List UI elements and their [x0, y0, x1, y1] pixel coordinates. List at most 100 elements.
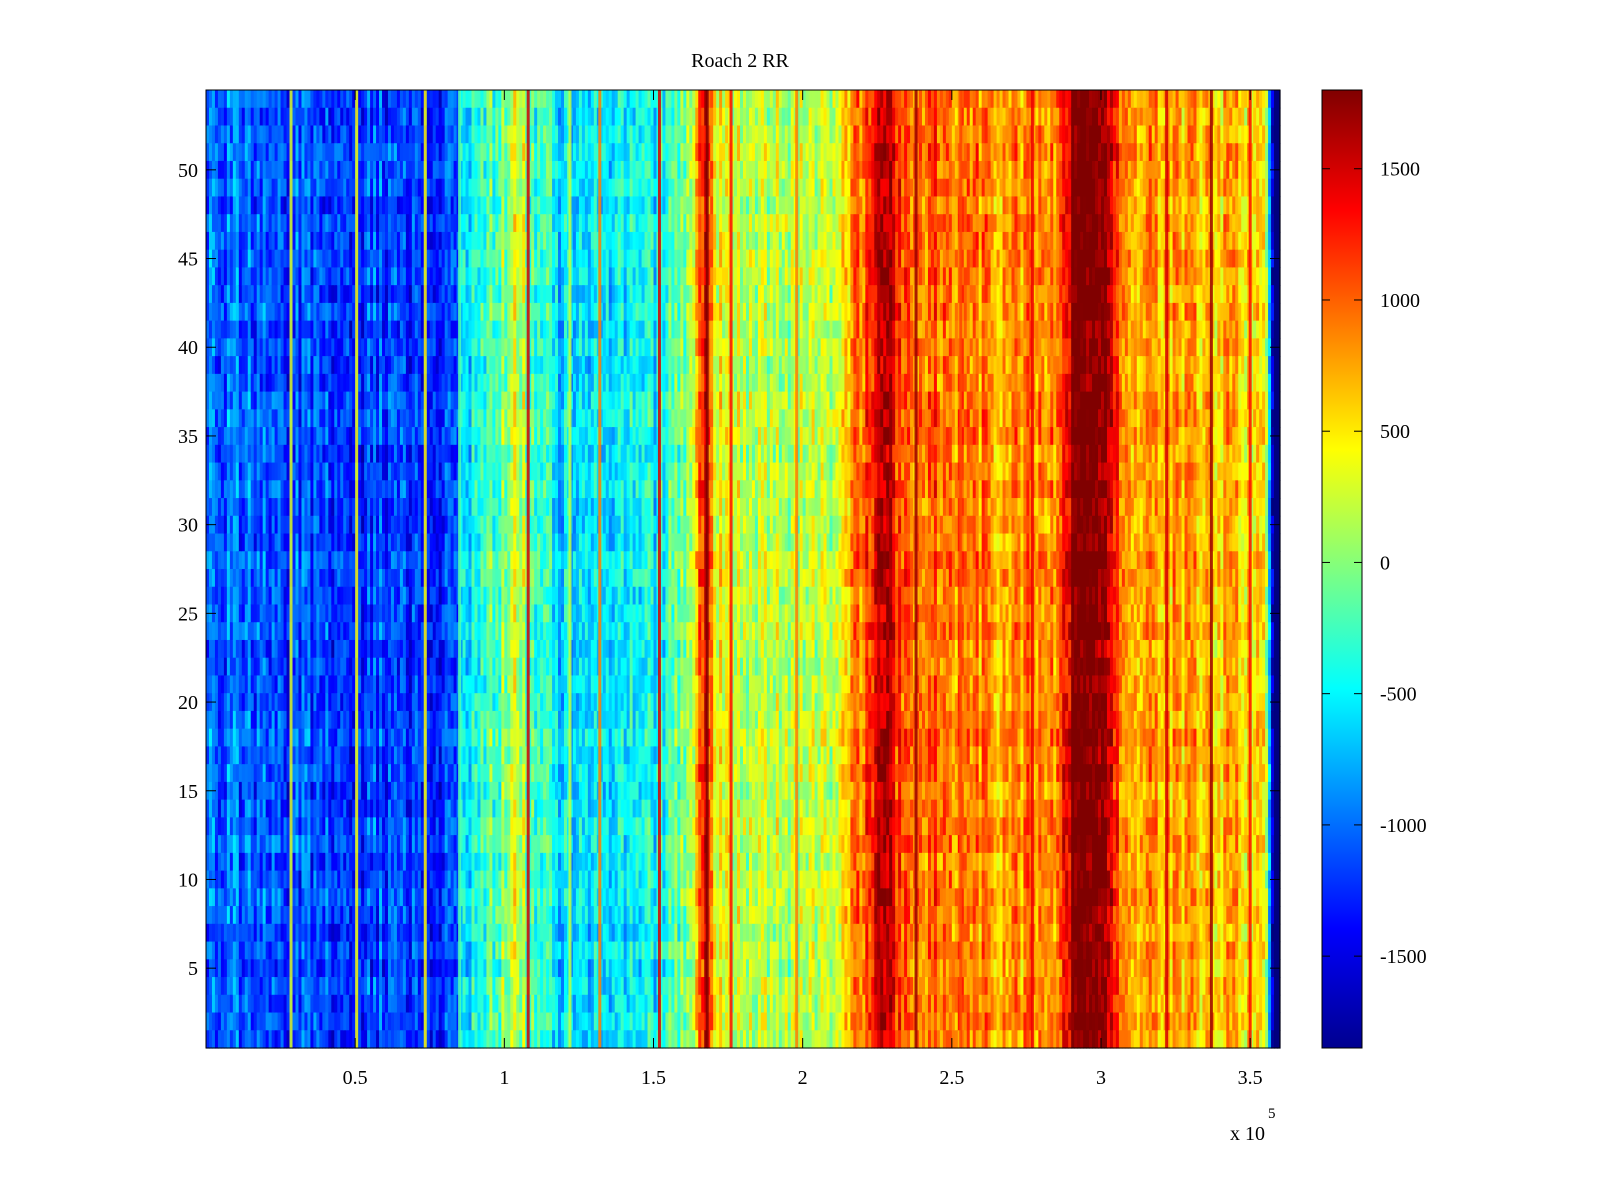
heatmap-cell	[328, 267, 332, 286]
heatmap-cell	[313, 639, 317, 659]
heatmap-cell	[277, 657, 282, 677]
heatmap-cell	[256, 160, 261, 180]
heatmap-cell	[331, 178, 335, 198]
heatmap-cell	[235, 231, 240, 251]
heatmap-cell	[250, 90, 255, 109]
heatmap-cell	[328, 356, 332, 375]
heatmap-cell	[253, 444, 258, 464]
heatmap-cell	[250, 604, 255, 623]
heatmap-cell	[262, 710, 267, 730]
heatmap-cell	[280, 373, 285, 393]
heatmap-cell	[277, 320, 282, 339]
heatmap-cell	[334, 551, 338, 570]
heatmap-cell	[298, 569, 303, 588]
heatmap-cell	[274, 160, 279, 180]
heatmap-cell	[220, 338, 225, 357]
heatmap-cell	[322, 214, 326, 233]
heatmap-cell	[274, 657, 279, 677]
heatmap-cell	[325, 338, 329, 357]
heatmap-cell	[256, 214, 261, 233]
heatmap-cell	[295, 285, 300, 304]
heatmap-cell	[319, 764, 323, 783]
heatmap-cell	[325, 799, 329, 818]
heatmap-cell	[241, 125, 246, 144]
heatmap-cell	[277, 90, 282, 109]
heatmap-cell	[277, 249, 282, 269]
heatmap-cell	[226, 391, 231, 410]
heatmap-cell	[331, 941, 335, 960]
heatmap-cell	[229, 373, 234, 393]
heatmap-cell	[268, 125, 273, 144]
heatmap-cell	[211, 107, 216, 127]
heatmap-cell	[262, 196, 267, 215]
heatmap-cell	[301, 622, 306, 641]
heatmap-cell	[271, 498, 276, 517]
heatmap-cell	[241, 285, 246, 304]
heatmap-cell	[334, 835, 338, 854]
heatmap-cell	[217, 125, 222, 144]
heatmap-cell	[307, 214, 312, 233]
heatmap-cell	[283, 622, 288, 641]
heatmap-cell	[238, 533, 243, 552]
heatmap-cell	[304, 551, 309, 570]
heatmap-cell	[259, 462, 264, 481]
heatmap-cell	[274, 320, 279, 339]
heatmap-cell	[283, 444, 288, 464]
heatmap-cell	[313, 231, 317, 251]
heatmap-cell	[310, 923, 314, 943]
heatmap-cell	[280, 622, 285, 641]
heatmap-cell	[232, 391, 237, 410]
heatmap-cell	[220, 764, 225, 783]
heatmap-cell	[214, 231, 219, 251]
heatmap-cell	[301, 107, 306, 127]
heatmap-cell	[277, 267, 282, 286]
heatmap-cell	[310, 125, 314, 144]
heatmap-cell	[313, 604, 317, 623]
heatmap-cell	[262, 249, 267, 269]
heatmap-cell	[325, 267, 329, 286]
heatmap-cell	[226, 781, 231, 801]
heatmap-cell	[295, 160, 300, 180]
heatmap-cell	[313, 764, 317, 783]
heatmap-cell	[208, 444, 213, 464]
heatmap-cell	[226, 498, 231, 517]
heatmap-cell	[274, 693, 279, 712]
heatmap-cell	[214, 746, 219, 765]
heatmap-cell	[265, 462, 270, 481]
heatmap-cell	[253, 249, 258, 269]
heatmap-cell	[238, 657, 243, 677]
heatmap-cell	[265, 728, 270, 748]
heatmap-cell	[298, 746, 303, 765]
heatmap-cell	[256, 728, 261, 748]
heatmap-cell	[319, 178, 323, 198]
heatmap-cell	[244, 462, 249, 481]
heatmap-cell	[268, 728, 273, 748]
heatmap-cell	[217, 817, 222, 836]
heatmap-cell	[283, 764, 288, 783]
heatmap-cell	[262, 462, 267, 481]
heatmap-cell	[244, 835, 249, 854]
heatmap-cell	[304, 852, 309, 872]
heatmap-cell	[313, 1030, 317, 1049]
heatmap-cell	[259, 764, 264, 783]
heatmap-cell	[226, 604, 231, 623]
heatmap-cell	[274, 125, 279, 144]
heatmap-cell	[244, 231, 249, 251]
heatmap-cell	[310, 391, 314, 410]
heatmap-cell	[250, 107, 255, 127]
heatmap-cell	[262, 515, 267, 535]
heatmap-cell	[301, 1030, 306, 1049]
heatmap-cell	[283, 90, 288, 109]
heatmap-cell	[298, 444, 303, 464]
heatmap-cell	[232, 498, 237, 517]
heatmap-cell	[292, 657, 297, 677]
heatmap-cell	[295, 977, 300, 996]
heatmap-cell	[217, 888, 222, 907]
heatmap-cell	[325, 835, 329, 854]
heatmap-cell	[295, 639, 300, 659]
heatmap-cell	[286, 639, 291, 659]
heatmap-cell	[250, 923, 255, 943]
heatmap-cell	[334, 320, 338, 339]
heatmap-cell	[301, 409, 306, 428]
heatmap-cell	[304, 977, 309, 996]
